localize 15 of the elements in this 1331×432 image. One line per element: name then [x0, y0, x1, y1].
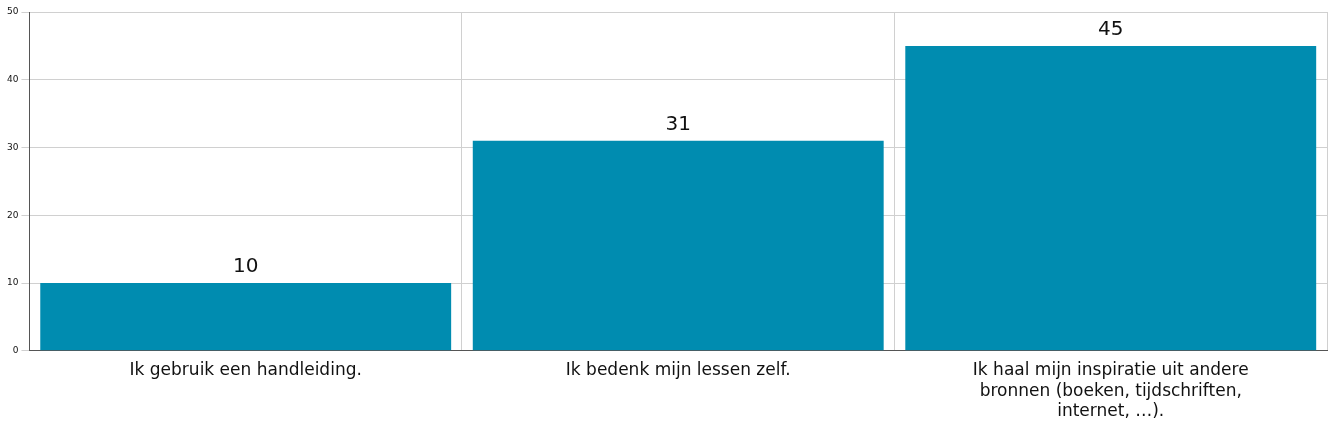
y-tick-label: 20 — [7, 209, 19, 220]
y-tick-label: 0 — [12, 345, 19, 356]
bar — [472, 140, 884, 351]
x-tick-label: Ik gebruik een handleiding. — [129, 359, 362, 380]
x-tick-label: Ik bedenk mijn lessen zelf. — [565, 359, 791, 380]
y-tick-label: 50 — [7, 6, 19, 17]
data-label: 10 — [232, 253, 259, 278]
bar — [905, 45, 1317, 351]
y-tick-label: 40 — [7, 74, 19, 85]
data-label: 45 — [1098, 16, 1124, 41]
y-tick-label: 10 — [7, 277, 19, 288]
x-tick-label: Ik haal mijn inspiratie uit andere bronnen (boeken, tijdschriften, internet, …). — [972, 359, 1249, 421]
y-tick-label: 30 — [7, 141, 19, 152]
bar — [40, 283, 452, 351]
data-label: 31 — [665, 110, 691, 135]
